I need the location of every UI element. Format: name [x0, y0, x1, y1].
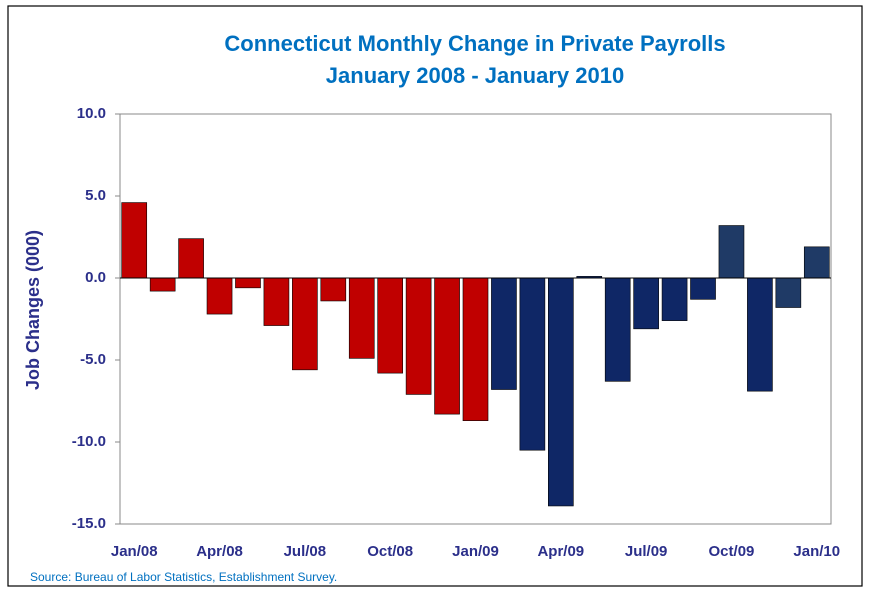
bar [747, 277, 773, 392]
bar [604, 277, 631, 382]
bar [434, 277, 460, 415]
bar [519, 277, 546, 451]
x-tick-label: Jan/09 [452, 543, 499, 560]
bar [405, 277, 432, 395]
x-tick-label: Apr/08 [196, 543, 243, 560]
y-tick-label: -5.0 [80, 351, 106, 368]
bar [633, 277, 659, 330]
bar [491, 277, 517, 390]
x-tick-label: Jan/10 [793, 543, 840, 560]
chart-title: Connecticut Monthly Change in Private Pa… [224, 31, 725, 56]
bar [121, 202, 148, 279]
bar [548, 277, 574, 507]
bar [661, 277, 688, 321]
y-tick-label: 0.0 [85, 269, 106, 286]
y-axis-title: Job Changes (000) [23, 230, 43, 390]
bar [263, 277, 290, 326]
bar [292, 277, 318, 371]
bar [206, 277, 233, 315]
y-tick-label: 10.0 [77, 105, 106, 122]
bar [718, 225, 745, 279]
bar [690, 277, 716, 300]
x-tick-label: Oct/09 [709, 543, 755, 560]
plot-area [119, 113, 832, 525]
x-tick-label: Jan/08 [111, 543, 158, 560]
x-tick-label: Apr/09 [537, 543, 584, 560]
bar [178, 238, 204, 279]
bar [462, 277, 489, 421]
bar [348, 277, 375, 359]
bar [377, 277, 403, 374]
x-tick-label: Jul/09 [625, 543, 668, 560]
bar [320, 277, 347, 302]
x-tick-label: Oct/08 [367, 543, 413, 560]
y-tick-label: -10.0 [72, 433, 106, 450]
source-note: Source: Bureau of Labor Statistics, Esta… [30, 570, 337, 584]
bar [235, 277, 261, 289]
bar [149, 277, 176, 292]
chart-subtitle: January 2008 - January 2010 [326, 63, 624, 88]
bar [803, 246, 830, 279]
y-tick-label: 5.0 [85, 187, 106, 204]
y-tick-label: -15.0 [72, 515, 106, 532]
x-tick-label: Jul/08 [284, 543, 327, 560]
bar [775, 277, 802, 308]
